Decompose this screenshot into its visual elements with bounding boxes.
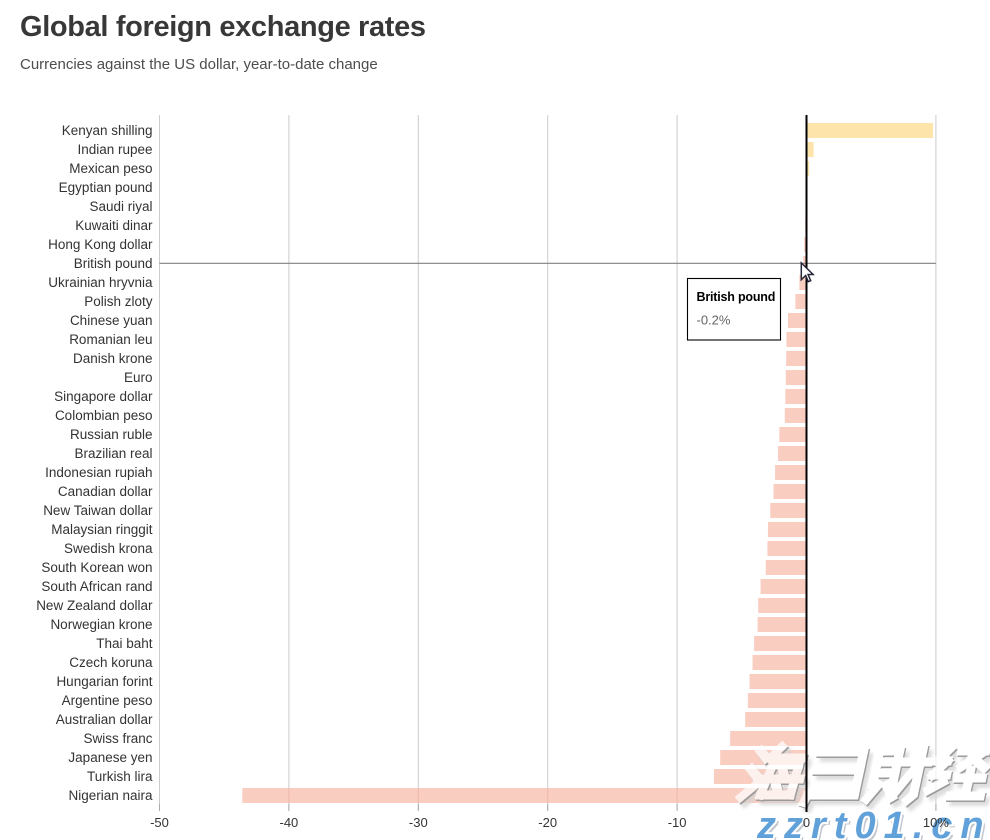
svg-text:New Zealand dollar: New Zealand dollar [36,598,153,613]
svg-text:Swiss franc: Swiss franc [83,731,152,746]
svg-text:Colombian peso: Colombian peso [55,408,153,423]
svg-text:10%: 10% [923,815,949,830]
svg-text:New Taiwan dollar: New Taiwan dollar [43,503,153,518]
svg-text:Indonesian rupiah: Indonesian rupiah [45,465,152,480]
svg-text:Ukrainian hryvnia: Ukrainian hryvnia [48,275,153,290]
svg-text:Norwegian krone: Norwegian krone [50,617,152,632]
svg-text:South African rand: South African rand [41,579,152,594]
svg-text:Australian dollar: Australian dollar [56,712,153,727]
svg-text:Kenyan shilling: Kenyan shilling [62,123,153,138]
svg-text:-0.2%: -0.2% [697,313,731,328]
svg-text:Argentine peso: Argentine peso [62,693,153,708]
svg-text:Canadian dollar: Canadian dollar [58,484,153,499]
svg-text:Mexican peso: Mexican peso [69,161,152,176]
svg-text:Czech koruna: Czech koruna [69,655,153,670]
svg-text:0: 0 [803,815,810,830]
svg-text:Indian rupee: Indian rupee [77,142,152,157]
svg-text:Polish zloty: Polish zloty [84,294,153,309]
svg-text:Thai baht: Thai baht [96,636,153,651]
svg-text:Hungarian forint: Hungarian forint [56,674,152,689]
svg-text:South Korean won: South Korean won [41,560,152,575]
svg-text:-20: -20 [538,815,557,830]
svg-text:zzrt01.cn: zzrt01.cn [756,805,990,840]
svg-text:Russian ruble: Russian ruble [70,427,153,442]
svg-text:Nigerian naira: Nigerian naira [68,788,153,803]
svg-text:Singapore dollar: Singapore dollar [54,389,153,404]
svg-text:British pound: British pound [697,290,776,304]
svg-text:-10: -10 [668,815,687,830]
svg-text:Euro: Euro [124,370,153,385]
svg-text:-40: -40 [280,815,299,830]
svg-text:Kuwaiti dinar: Kuwaiti dinar [75,218,153,233]
svg-text:Egyptian pound: Egyptian pound [59,180,153,195]
svg-text:Saudi riyal: Saudi riyal [89,199,152,214]
svg-text:Romanian leu: Romanian leu [69,332,152,347]
svg-text:British pound: British pound [74,256,153,271]
svg-text:Swedish krona: Swedish krona [64,541,153,556]
svg-text:Hong Kong dollar: Hong Kong dollar [48,237,153,252]
svg-text:zzrt01.cn: zzrt01.cn [759,808,990,840]
svg-text:-30: -30 [409,815,428,830]
svg-text:Japanese yen: Japanese yen [68,750,152,765]
svg-text:Brazilian real: Brazilian real [74,446,152,461]
svg-text:-50: -50 [150,815,169,830]
svg-text:Chinese yuan: Chinese yuan [70,313,153,328]
svg-text:Turkish lira: Turkish lira [87,769,153,784]
svg-text:Malaysian ringgit: Malaysian ringgit [51,522,153,537]
svg-text:Danish krone: Danish krone [73,351,153,366]
